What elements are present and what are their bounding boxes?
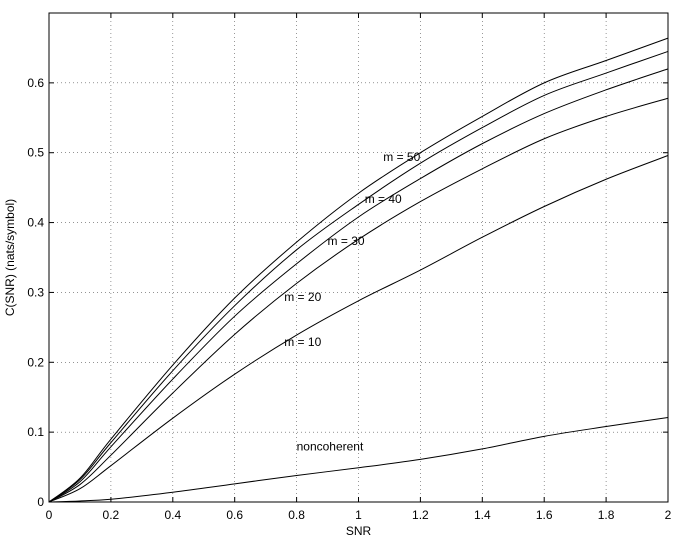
curve-annotation: noncoherent	[297, 439, 364, 453]
y-tick-label: 0.3	[27, 285, 44, 299]
x-tick-label: 0.4	[164, 508, 181, 522]
x-tick-label: 0.6	[226, 508, 243, 522]
curve-annotation: m = 20	[284, 290, 321, 304]
series-line-noncoherent	[48, 416, 669, 503]
series-line-m-30	[48, 68, 669, 503]
y-tick-label: 0.2	[27, 355, 44, 369]
series-line-m-50	[48, 37, 669, 503]
x-tick-label: 2	[665, 508, 672, 522]
x-axis-label: SNR	[346, 524, 372, 538]
curve-annotation: m = 40	[365, 192, 402, 206]
y-axis-label: C(SNR) (nats/symbol)	[3, 199, 17, 316]
x-tick-label: 1.2	[412, 508, 429, 522]
grid-lines	[49, 13, 668, 502]
axis-ticks: 0 0.2 0.4 0.6 0.8 1 1.2 1.4 1.6 1.8 2 0 0.1 0.2 0.3 0.4…	[27, 13, 672, 522]
series-line-m-40	[48, 50, 669, 503]
x-tick-label: 1.8	[598, 508, 615, 522]
series-lines	[48, 37, 669, 503]
x-tick-label: 0.2	[103, 508, 120, 522]
series-line-m-20	[48, 97, 669, 503]
series-line-m-10	[48, 155, 669, 503]
x-tick-label: 1.6	[536, 508, 553, 522]
y-tick-label: 0	[37, 495, 44, 509]
x-tick-label: 0	[46, 508, 53, 522]
curve-annotation: m = 30	[328, 234, 365, 248]
x-tick-label: 1	[355, 508, 362, 522]
y-tick-label: 0.4	[27, 216, 44, 230]
curve-annotation: m = 50	[383, 150, 420, 164]
x-tick-label: 1.4	[474, 508, 491, 522]
curve-annotations: m = 50 m = 40 m = 30 m = 20 m = 10 noncoheren…	[284, 150, 420, 453]
y-tick-label: 0.6	[27, 76, 44, 90]
x-tick-label: 0.8	[288, 508, 305, 522]
y-tick-label: 0.1	[27, 425, 44, 439]
curve-annotation: m = 10	[284, 335, 321, 349]
y-tick-label: 0.5	[27, 146, 44, 160]
